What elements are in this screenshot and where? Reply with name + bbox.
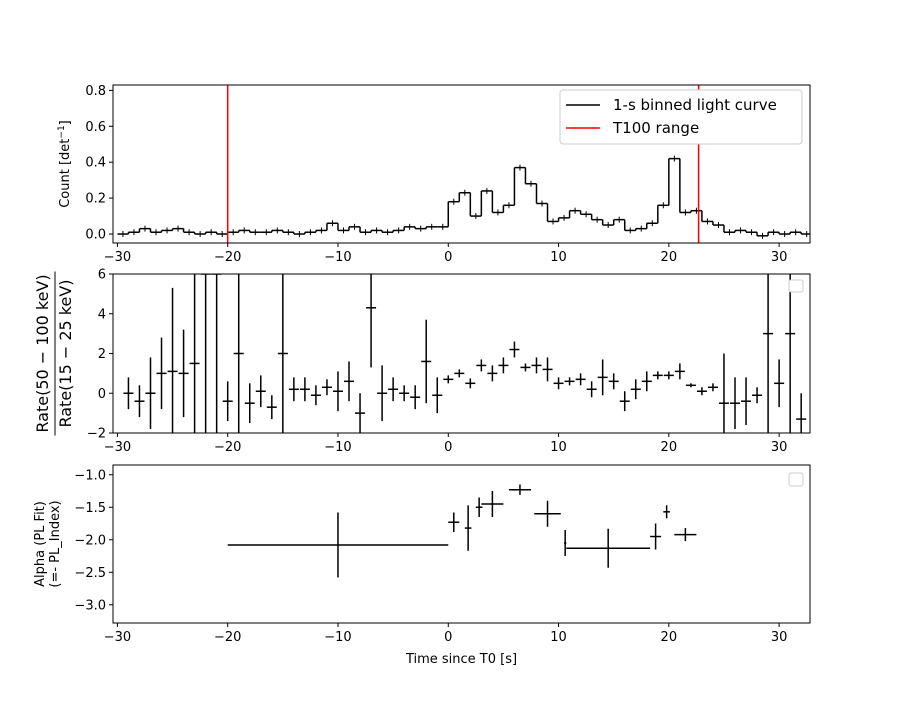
panel: −30 −20 −10 0 10 20 30 0.0 0.2 0.4 0.6 0.8 1-s binne… <box>57 84 811 265</box>
x-tick-label: 10 <box>550 250 567 265</box>
x-tick-label: −20 <box>214 440 241 455</box>
y-tick-label: 6 <box>98 268 106 283</box>
x-tick-label: −30 <box>104 440 131 455</box>
x-tick-label: 10 <box>550 440 567 455</box>
x-tick-label: −20 <box>214 250 241 265</box>
x-tick-label: 30 <box>771 250 788 265</box>
x-tick-label: −10 <box>324 630 351 645</box>
axes-frame <box>112 464 811 624</box>
legend-box <box>559 89 803 145</box>
legend-label: 1-s binned light curve <box>613 96 777 114</box>
y-tick-label: −2.0 <box>74 533 106 548</box>
plot-area <box>227 484 697 578</box>
x-tick-label: −30 <box>104 250 131 265</box>
y-tick-label: −2.5 <box>74 566 106 581</box>
x-tick-label: 20 <box>661 440 678 455</box>
y-tick-label: −2 <box>87 427 106 442</box>
x-tick-label: −10 <box>324 250 351 265</box>
y-tick-label: 0.6 <box>85 120 106 135</box>
y-axis-label-numerator: Rate(50 − 100 keV) <box>33 274 52 432</box>
y-tick-label: −1.5 <box>74 501 106 516</box>
x-tick-label: −30 <box>104 630 131 645</box>
y-axis-label-sup: −1 <box>57 125 67 138</box>
y-axis-label-text: Count [det <box>58 139 73 208</box>
y-tick-label: 0.8 <box>85 84 106 99</box>
x-tick-label: 20 <box>661 250 678 265</box>
y-tick-label: −3.0 <box>74 598 106 613</box>
legend-box <box>788 279 804 293</box>
x-tick-label: 0 <box>444 440 452 455</box>
x-tick-label: 0 <box>444 250 452 265</box>
y-axis-label: (=- PL_Index) <box>48 500 63 587</box>
y-tick-label: 4 <box>98 307 106 322</box>
x-tick-label: −10 <box>324 440 351 455</box>
y-axis-label-suffix: ] <box>58 120 73 125</box>
plot-area <box>117 85 810 243</box>
x-tick-label: 20 <box>661 630 678 645</box>
axes-frame <box>112 273 811 434</box>
x-tick-label: 10 <box>550 630 567 645</box>
x-tick-label: −20 <box>214 630 241 645</box>
x-axis-label: Time since T0 [s] <box>405 652 517 667</box>
y-axis-label: Count [det−1] <box>57 120 73 208</box>
y-tick-label: 0.0 <box>85 228 106 243</box>
panel: −30 −20 −10 0 10 20 30 −3.0 −2.5 −2.0 −1.5 −1.0 Alph… <box>33 464 811 667</box>
y-axis-label-denominator: Rate(15 − 25 keV) <box>56 279 75 427</box>
legend-label: T100 range <box>612 119 699 137</box>
x-tick-label: 0 <box>444 630 452 645</box>
y-tick-label: 0 <box>98 387 106 402</box>
y-tick-label: 0.4 <box>85 156 106 171</box>
x-tick-label: 30 <box>771 630 788 645</box>
y-axis-label: Alpha (PL Fit) <box>33 501 48 587</box>
y-tick-label: −1.0 <box>74 468 106 483</box>
x-tick-label: 30 <box>771 440 788 455</box>
legend-box <box>788 472 804 487</box>
plot-area <box>123 274 807 433</box>
y-tick-label: 0.2 <box>85 192 106 207</box>
axes-frame <box>112 84 811 244</box>
y-tick-label: 2 <box>98 347 106 362</box>
